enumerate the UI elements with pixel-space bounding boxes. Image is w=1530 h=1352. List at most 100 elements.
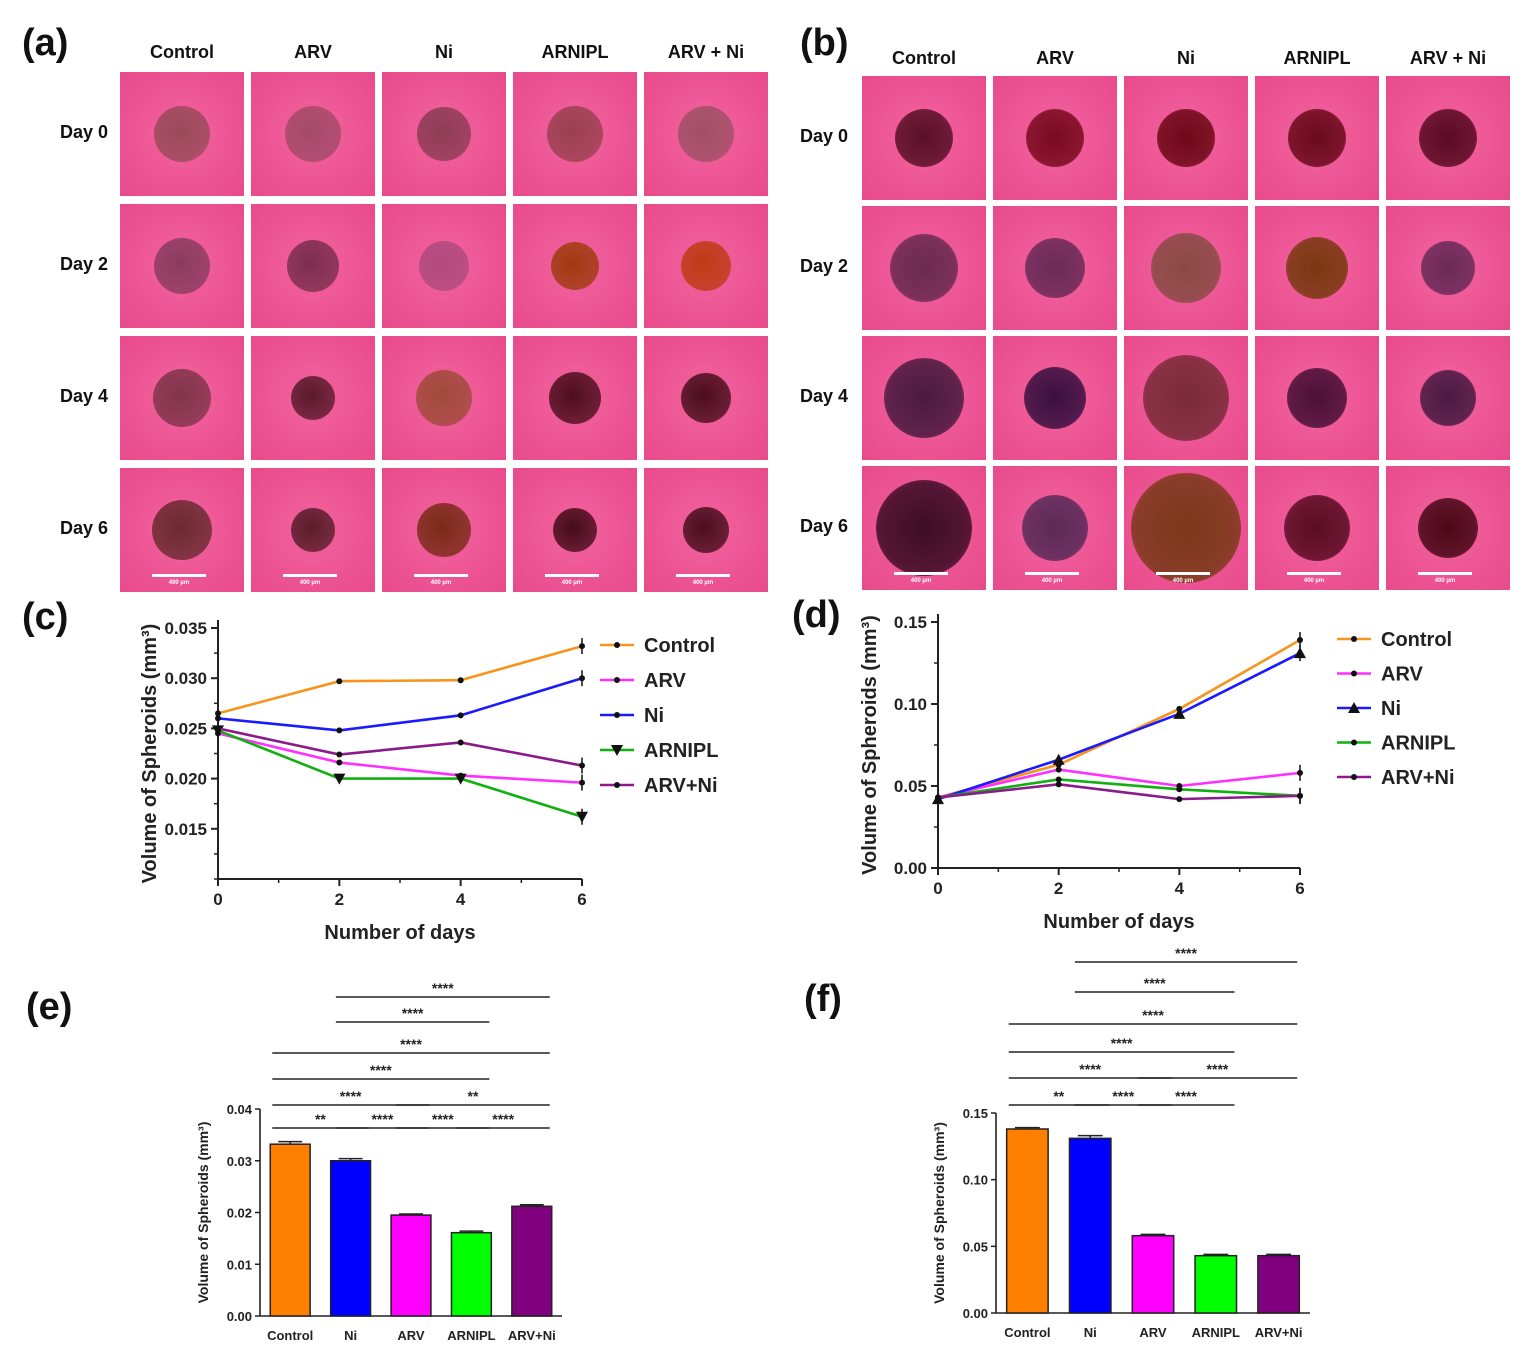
scale-bar-label: 400 µm bbox=[299, 580, 321, 586]
scale-bar bbox=[1287, 572, 1341, 575]
micrograph-tile: 400 µm bbox=[1124, 466, 1248, 590]
x-category-label: ARNIPL bbox=[1192, 1325, 1240, 1340]
spheroid bbox=[291, 508, 335, 552]
spheroid bbox=[1024, 367, 1086, 429]
legend-label: ARV bbox=[644, 670, 687, 692]
x-category-label: ARV+Ni bbox=[1255, 1325, 1303, 1340]
y-tick-label: 0.035 bbox=[164, 619, 207, 638]
micrograph-tile bbox=[382, 336, 506, 460]
spheroid bbox=[1143, 355, 1229, 441]
significance-label: **** bbox=[432, 1111, 454, 1127]
spheroid bbox=[1131, 473, 1241, 583]
column-header: Control bbox=[892, 48, 956, 68]
scale-bar bbox=[1156, 572, 1210, 575]
spheroid bbox=[1420, 370, 1476, 426]
panel-label-c: (c) bbox=[22, 596, 69, 638]
spheroid bbox=[153, 369, 211, 427]
spheroid bbox=[547, 106, 603, 162]
micrograph-tile: 400 µm bbox=[382, 468, 506, 592]
data-point bbox=[336, 727, 343, 734]
bar-ARNIPL bbox=[1194, 1254, 1238, 1314]
significance-label: **** bbox=[371, 1111, 393, 1127]
y-tick-label: 0.030 bbox=[164, 669, 207, 688]
series-line-ARV+Ni bbox=[937, 783, 1301, 801]
micrograph-tile: 400 µm bbox=[513, 468, 637, 592]
spheroid bbox=[417, 503, 471, 557]
data-point bbox=[1055, 781, 1062, 788]
micrograph-tile bbox=[993, 76, 1117, 200]
significance-label: **** bbox=[1111, 1035, 1133, 1051]
legend-marker bbox=[1351, 636, 1357, 642]
spheroid bbox=[876, 480, 972, 576]
micrograph-tile: 400 µm bbox=[993, 466, 1117, 590]
micrograph-tile: 400 µm bbox=[1386, 466, 1510, 590]
scale-bar-label: 400 µm bbox=[561, 580, 583, 586]
micrograph-tile bbox=[993, 336, 1117, 460]
bar-ARV+Ni bbox=[1257, 1254, 1301, 1314]
significance-label: **** bbox=[1142, 1007, 1164, 1023]
bar-Control bbox=[1005, 1128, 1049, 1314]
y-tick-label: 0.10 bbox=[963, 1173, 988, 1188]
micrograph-tile bbox=[1255, 336, 1379, 460]
bar-Ni bbox=[1068, 1137, 1112, 1314]
series-line-ARV+Ni bbox=[217, 727, 583, 767]
significance-label: ** bbox=[1053, 1088, 1064, 1104]
legend-marker bbox=[614, 677, 620, 683]
column-header: Ni bbox=[435, 42, 453, 62]
x-category-label: ARV bbox=[1139, 1325, 1167, 1340]
data-point bbox=[457, 677, 464, 684]
significance-label: **** bbox=[340, 1088, 362, 1104]
data-point bbox=[1176, 786, 1183, 793]
x-category-label: ARV bbox=[397, 1328, 425, 1343]
micrograph-tile bbox=[993, 206, 1117, 330]
x-tick-label: 0 bbox=[213, 890, 222, 909]
data-point bbox=[336, 751, 343, 758]
panel-label-b: (b) bbox=[800, 22, 849, 64]
significance-label: **** bbox=[432, 980, 454, 996]
spheroid bbox=[678, 106, 734, 162]
legend-marker bbox=[1351, 670, 1357, 677]
bar-chart-e: 0.00 0.01 0.02 0.03 0.04 Volume of Spheroids … bbox=[195, 980, 562, 1343]
legend-label: Control bbox=[644, 635, 715, 657]
y-tick-label: 0.00 bbox=[227, 1309, 252, 1324]
micrograph-tile bbox=[251, 204, 375, 328]
column-header: ARNIPL bbox=[541, 42, 609, 62]
spheroid bbox=[416, 370, 472, 426]
spheroid bbox=[551, 242, 599, 290]
spheroid bbox=[154, 106, 210, 162]
scale-bar bbox=[152, 574, 206, 577]
micrograph-tile: 400 µm bbox=[120, 468, 244, 592]
y-tick-label: 0.05 bbox=[963, 1239, 988, 1254]
row-header: Day 2 bbox=[800, 256, 849, 276]
significance-label: **** bbox=[1079, 1061, 1101, 1077]
row-header: Day 0 bbox=[800, 126, 849, 146]
legend-label: ARV+Ni bbox=[644, 775, 718, 797]
series-line-Control bbox=[937, 638, 1301, 799]
micrograph-tile bbox=[1386, 206, 1510, 330]
x-category-label: Ni bbox=[344, 1328, 357, 1343]
significance-label: **** bbox=[400, 1036, 422, 1052]
scale-bar-label: 400 µm bbox=[1303, 578, 1325, 584]
y-tick-label: 0.01 bbox=[227, 1257, 252, 1272]
data-point bbox=[935, 794, 941, 801]
significance-label: **** bbox=[492, 1111, 514, 1127]
micrograph-tile bbox=[644, 204, 768, 328]
column-header: ARNIPL bbox=[1283, 48, 1351, 68]
spheroid bbox=[152, 500, 212, 560]
x-axis-label: Number of days bbox=[1043, 911, 1194, 933]
micrograph-tile bbox=[1124, 336, 1248, 460]
series-line-Ni bbox=[937, 651, 1301, 801]
spheroid bbox=[1022, 495, 1088, 561]
y-tick-label: 0.025 bbox=[164, 719, 207, 738]
micrograph-tile bbox=[513, 204, 637, 328]
bar-ARV bbox=[1131, 1234, 1175, 1314]
x-tick-label: 4 bbox=[1175, 879, 1185, 898]
significance-label: ** bbox=[315, 1111, 326, 1127]
y-tick-label: 0.02 bbox=[227, 1206, 252, 1221]
y-axis-label: Volume of Spheroids (mm³) bbox=[139, 624, 161, 884]
scale-bar bbox=[1418, 572, 1472, 575]
x-category-label: Ni bbox=[1084, 1325, 1097, 1340]
column-header: ARV + Ni bbox=[667, 42, 745, 62]
micrograph-tile bbox=[1255, 206, 1379, 330]
